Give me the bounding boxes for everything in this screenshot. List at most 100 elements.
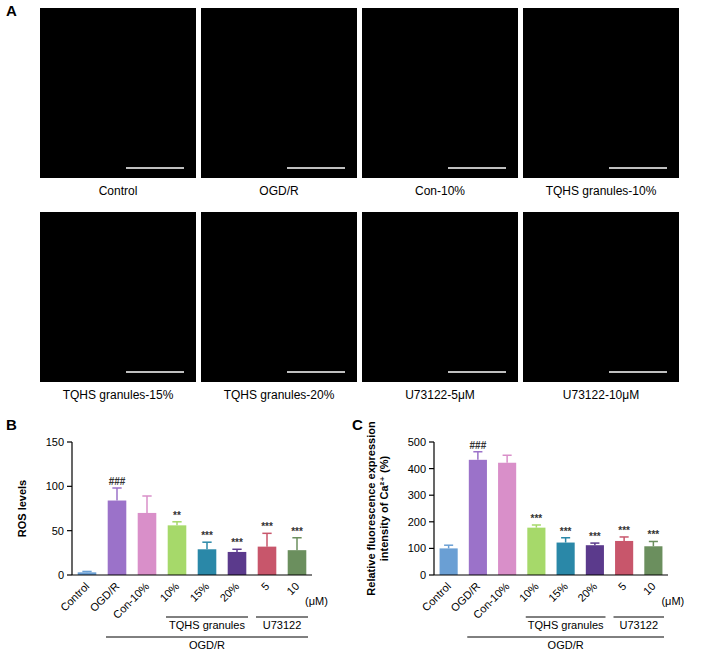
scale-bar: [126, 371, 184, 373]
significance-mark: ***: [648, 529, 660, 540]
y-tick-label: 100: [408, 542, 426, 554]
group-line: [106, 637, 308, 638]
error-cap: [232, 549, 241, 551]
error-stem: [206, 542, 208, 549]
significance-mark: ###: [109, 476, 126, 487]
error-stem: [296, 538, 298, 550]
bar-chart: B###**************050100150ROS levelsCon…: [6, 416, 328, 651]
y-tick: [429, 468, 434, 469]
x-tick-label: 15%: [187, 580, 211, 604]
error-cap: [112, 487, 121, 489]
x-tick-label: 10: [641, 580, 658, 597]
y-tick-label: 500: [408, 436, 426, 448]
bar: [168, 525, 187, 575]
y-tick-label: 0: [58, 569, 64, 581]
bar: [198, 549, 217, 575]
significance-mark: ***: [261, 521, 273, 532]
x-tick-label: 10%: [157, 580, 181, 604]
group-label: U73122: [619, 619, 658, 631]
x-tick-label: Control: [58, 580, 92, 614]
error-cap: [262, 533, 271, 535]
x-tick-label: 20%: [575, 580, 599, 604]
scale-bar: [287, 167, 345, 169]
bar: [469, 460, 487, 575]
y-tick-label: 200: [408, 516, 426, 528]
bar: [108, 501, 127, 575]
micrograph: [362, 8, 518, 178]
scale-bar: [609, 371, 667, 373]
error-bar: [649, 541, 658, 546]
group-label: U73122: [263, 619, 302, 631]
error-bar: [292, 538, 301, 550]
y-axis-title-line: intensity of Ca²⁺ (%): [378, 455, 390, 561]
error-bar: [473, 452, 482, 460]
y-tick: [429, 521, 434, 522]
group-label: TQHS granules: [169, 619, 245, 631]
micrograph: [201, 8, 357, 178]
unit-label: (μM): [661, 595, 684, 607]
scale-bar: [448, 371, 506, 373]
bar: [228, 552, 247, 575]
micrograph: [40, 212, 196, 382]
error-bar: [262, 533, 271, 546]
error-cap: [532, 524, 541, 526]
bar: [138, 513, 157, 575]
group-line: [526, 617, 606, 618]
bar: [557, 543, 575, 575]
group-line: [614, 617, 665, 618]
x-tick-label: 5: [616, 580, 629, 593]
y-tick: [67, 530, 72, 531]
y-tick: [429, 495, 434, 496]
micrograph: [201, 212, 357, 382]
image-caption: TQHS granules-10%: [546, 184, 657, 198]
bar: [498, 463, 516, 575]
y-tick: [429, 441, 434, 442]
y-tick-label: 50: [52, 525, 64, 537]
significance-mark: ***: [589, 531, 601, 542]
y-axis: [433, 442, 434, 575]
x-tick-label: 10: [284, 580, 301, 597]
marks: [78, 488, 307, 575]
group-label: OGD/R: [189, 639, 225, 651]
image-caption: TQHS granules-20%: [224, 388, 335, 402]
bar-chart: C###***************0100200300400500Relat…: [352, 416, 684, 651]
error-cap: [82, 571, 91, 573]
image-caption: Control: [99, 184, 138, 198]
image-caption: OGD/R: [259, 184, 299, 198]
panel-letter: A: [6, 2, 17, 19]
marks: [440, 452, 663, 575]
error-cap: [561, 537, 570, 539]
x-tick-label: Control: [419, 580, 453, 614]
error-cap: [292, 537, 301, 539]
bar: [288, 550, 307, 575]
y-tick: [67, 486, 72, 487]
error-bar: [590, 543, 599, 545]
bar: [258, 547, 277, 575]
y-axis-title: Relative fluorescence expressionintensit…: [365, 421, 390, 596]
significance-mark: ***: [201, 530, 213, 541]
error-bar: [444, 545, 453, 548]
y-axis-title-line: ROS levels: [16, 480, 28, 537]
error-bar: [561, 538, 570, 543]
error-cap: [590, 542, 599, 544]
significance-mark: ***: [291, 526, 303, 537]
error-bar: [172, 522, 181, 526]
error-cap: [473, 451, 482, 453]
group-label: OGD/R: [548, 639, 584, 651]
error-bar: [232, 549, 241, 552]
error-bar: [82, 571, 91, 573]
error-cap: [444, 544, 453, 546]
bar: [586, 545, 604, 575]
y-tick: [429, 548, 434, 549]
group-label: TQHS granules: [528, 619, 604, 631]
x-tick-label: Con-10%: [111, 580, 152, 621]
image-caption: TQHS granules-15%: [63, 388, 174, 402]
y-tick: [67, 441, 72, 442]
y-tick-label: 100: [46, 480, 64, 492]
error-cap: [142, 495, 151, 497]
error-bar: [532, 525, 541, 528]
significance-mark: ***: [560, 526, 572, 537]
error-cap: [202, 541, 211, 543]
micrograph: [362, 212, 518, 382]
group-line: [256, 617, 308, 618]
